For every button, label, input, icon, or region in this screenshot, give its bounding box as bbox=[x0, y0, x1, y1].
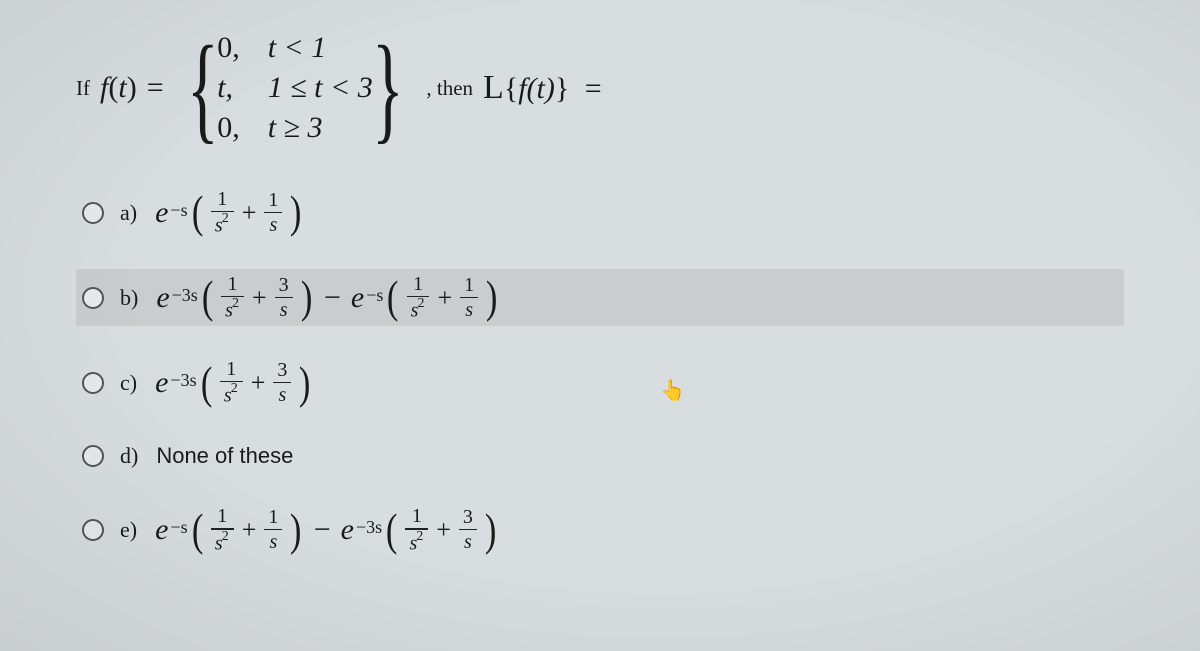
option-c[interactable]: c) e−3s ( 1 s2 + 3 s bbox=[76, 354, 1124, 411]
then-text: , then bbox=[426, 76, 473, 101]
fraction: 1 s bbox=[264, 506, 282, 553]
option-a[interactable]: a) e−s ( 1 s2 + 1 s bbox=[76, 184, 1124, 241]
question-stem: If f(t) = { 0, t < 1 t, 1 ≤ t < 3 0, t ≥… bbox=[76, 18, 1124, 158]
fraction: 3 s bbox=[273, 359, 291, 406]
option-label: b) bbox=[120, 285, 138, 311]
fraction: 1 s2 bbox=[407, 273, 430, 322]
paren-group: ( 1 s2 + 1 s ) bbox=[385, 273, 499, 322]
option-b[interactable]: b) e−3s ( 1 s2 + 3 s bbox=[76, 269, 1124, 326]
piece-cond: 1 ≤ t < 3 bbox=[268, 71, 373, 105]
option-label: e) bbox=[120, 517, 137, 543]
fraction: 1 s2 bbox=[211, 188, 234, 237]
fraction: 3 s bbox=[275, 274, 293, 321]
piecewise-def: { 0, t < 1 t, 1 ≤ t < 3 0, t ≥ 3 } bbox=[174, 31, 417, 145]
fraction: 1 s bbox=[460, 274, 478, 321]
option-label: d) bbox=[120, 443, 138, 469]
option-e-expr: e−s ( 1 s2 + 1 s ) bbox=[155, 505, 498, 554]
paren-group: ( 1 s2 + 3 s ) bbox=[200, 273, 314, 322]
option-d[interactable]: d) None of these bbox=[76, 439, 1124, 473]
rparen-icon: ) bbox=[301, 281, 312, 313]
piece-val: t, bbox=[217, 71, 240, 105]
rparen-icon: ) bbox=[486, 281, 497, 313]
lparen-icon: ( bbox=[387, 281, 398, 313]
fraction: 3 s bbox=[459, 506, 477, 553]
piecewise-grid: 0, t < 1 t, 1 ≤ t < 3 0, t ≥ 3 bbox=[217, 31, 373, 145]
lparen-icon: ( bbox=[191, 196, 202, 228]
radio-icon[interactable] bbox=[82, 372, 104, 394]
option-a-expr: e−s ( 1 s2 + 1 s ) bbox=[155, 188, 304, 237]
rparen-icon: ) bbox=[290, 514, 301, 546]
option-b-expr: e−3s ( 1 s2 + 3 s ) bbox=[156, 273, 499, 322]
fraction: 1 s2 bbox=[405, 505, 428, 554]
radio-icon[interactable] bbox=[82, 445, 104, 467]
fraction: 1 s2 bbox=[220, 358, 243, 407]
piece-val: 0, bbox=[217, 31, 240, 65]
option-label: c) bbox=[120, 370, 137, 396]
script-l-icon: L bbox=[483, 69, 504, 106]
radio-icon[interactable] bbox=[82, 202, 104, 224]
lparen-icon: ( bbox=[386, 514, 397, 546]
rparen-icon: ) bbox=[485, 514, 496, 546]
option-d-text: None of these bbox=[156, 443, 293, 469]
fraction: 1 s2 bbox=[211, 505, 234, 554]
paren-group: ( 1 s2 + 1 s ) bbox=[190, 505, 304, 554]
option-label: a) bbox=[120, 200, 137, 226]
radio-icon[interactable] bbox=[82, 287, 104, 309]
equals: = bbox=[147, 71, 164, 105]
if-text: If bbox=[76, 76, 90, 101]
paren-group: ( 1 s2 + 3 s ) bbox=[384, 505, 498, 554]
lparen-icon: ( bbox=[202, 281, 213, 313]
piece-val: 0, bbox=[217, 111, 240, 145]
rparen-icon: ) bbox=[290, 196, 301, 228]
options-list: a) e−s ( 1 s2 + 1 s bbox=[76, 184, 1124, 558]
lhs: f(t) bbox=[100, 71, 137, 105]
fraction: 1 s2 bbox=[221, 273, 244, 322]
laplace: L{f(t)} = bbox=[483, 69, 602, 107]
option-c-expr: e−3s ( 1 s2 + 3 s ) bbox=[155, 358, 313, 407]
lparen-icon: ( bbox=[200, 367, 211, 399]
piece-cond: t < 1 bbox=[268, 31, 373, 65]
page: If f(t) = { 0, t < 1 t, 1 ≤ t < 3 0, t ≥… bbox=[0, 0, 1200, 651]
fraction: 1 s bbox=[264, 189, 282, 236]
piece-cond: t ≥ 3 bbox=[268, 111, 373, 145]
lparen-icon: ( bbox=[191, 514, 202, 546]
right-brace-icon: } bbox=[372, 40, 404, 136]
radio-icon[interactable] bbox=[82, 519, 104, 541]
paren-group: ( 1 s2 + 3 s ) bbox=[199, 358, 313, 407]
rparen-icon: ) bbox=[299, 367, 310, 399]
option-e[interactable]: e) e−s ( 1 s2 + 1 s bbox=[76, 501, 1124, 558]
left-brace-icon: { bbox=[187, 40, 219, 136]
paren-group: ( 1 s2 + 1 s ) bbox=[190, 188, 304, 237]
